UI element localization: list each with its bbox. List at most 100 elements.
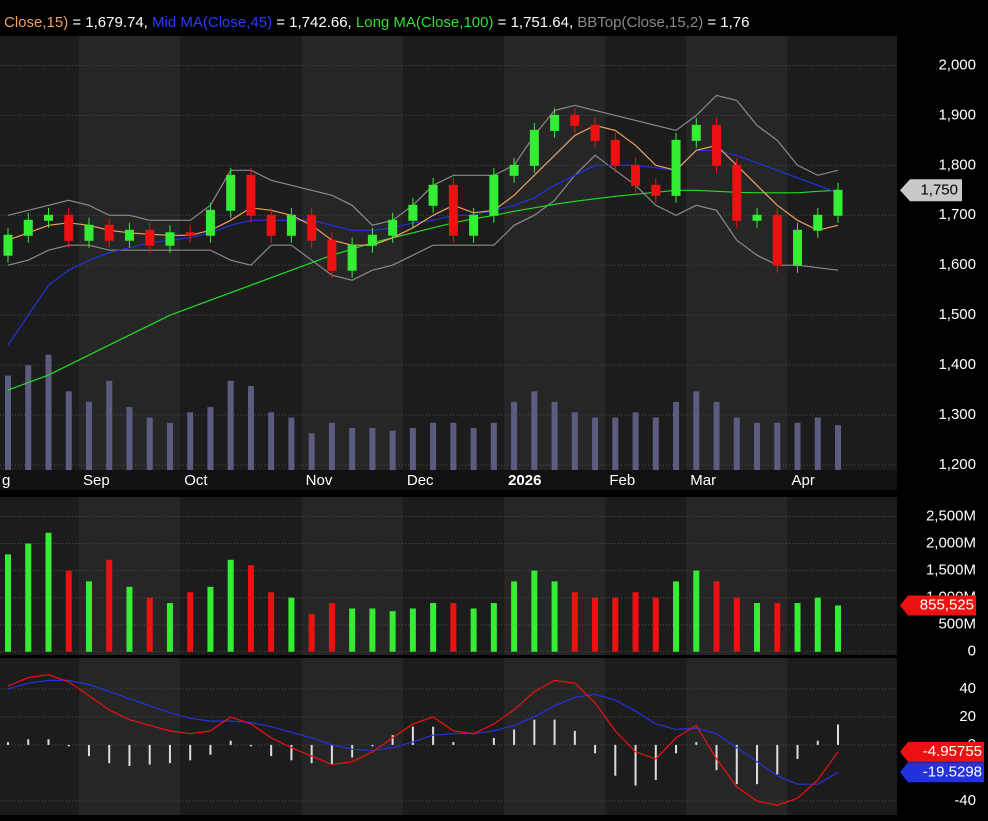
- volume-bar: [207, 586, 214, 652]
- histogram-bar: [371, 744, 374, 747]
- header-segment: Long MA(Close,100): [356, 14, 494, 31]
- histogram-bar: [108, 744, 111, 764]
- candle-body: [590, 124, 600, 141]
- volume-bar: [247, 565, 254, 652]
- y-tick-label: 1,600: [938, 256, 976, 273]
- volume-bar: [673, 581, 680, 652]
- volume-bar: [288, 597, 295, 652]
- candle-body: [712, 124, 722, 166]
- volume-overlay-bar: [673, 401, 680, 470]
- macd-line: [7, 679, 839, 785]
- volume-overlay-bar: [632, 412, 639, 470]
- header-segment: Close,15): [4, 14, 68, 31]
- histogram-bar: [189, 744, 192, 761]
- volume-overlay-bar: [25, 365, 32, 470]
- histogram-bar: [756, 744, 759, 785]
- volume-bar: [85, 581, 92, 652]
- x-tick-label: Feb: [609, 472, 635, 489]
- candle-body: [347, 244, 357, 271]
- histogram-bar: [310, 744, 313, 764]
- candle-body: [833, 189, 843, 216]
- y-tick-label: 1,500M: [926, 562, 976, 579]
- histogram-bar: [351, 744, 354, 758]
- last-value-box: [900, 762, 984, 783]
- volume-overlay-bar: [430, 422, 437, 470]
- volume-overlay-bar: [85, 401, 92, 470]
- x-tick-label: g: [2, 472, 10, 489]
- candle-body: [752, 214, 762, 221]
- y-tick-label: 1,400: [938, 356, 976, 373]
- histogram-bar: [695, 742, 698, 745]
- candle-body: [226, 174, 236, 211]
- candle-body: [367, 234, 377, 246]
- histogram-bar: [594, 744, 597, 754]
- volume-overlay-bar: [106, 380, 113, 470]
- y-tick-label: 1,700: [938, 206, 976, 223]
- volume-bar: [349, 608, 356, 652]
- y-tick-label: 2,500M: [926, 507, 976, 524]
- histogram-bar: [533, 719, 536, 745]
- y-tick-label: 1,500: [938, 306, 976, 323]
- candle-body: [448, 184, 458, 236]
- volume-bar: [227, 559, 234, 652]
- axis-strip: [0, 470, 897, 492]
- candle-body: [388, 219, 398, 236]
- volume-overlay-bar: [835, 425, 841, 470]
- x-tick-label: Apr: [792, 472, 815, 489]
- volume-bar: [632, 592, 639, 652]
- histogram-bar: [209, 744, 212, 755]
- candle-body: [631, 164, 641, 186]
- histogram-bar: [715, 744, 718, 771]
- histogram-bar: [290, 744, 293, 761]
- histogram-bar: [513, 729, 516, 745]
- candle-body: [266, 214, 276, 236]
- ma-line: [7, 94, 839, 226]
- volume-overlay-bar: [754, 422, 761, 470]
- volume-bar: [308, 613, 315, 652]
- y-tick-label: 0: [968, 643, 976, 660]
- candle-body: [165, 232, 175, 246]
- volume-bar: [814, 597, 821, 652]
- candle-body: [671, 139, 681, 196]
- candle-body: [43, 214, 53, 221]
- month-band: [686, 658, 788, 815]
- panel-separator: [0, 655, 897, 658]
- volume-bar: [146, 597, 153, 652]
- volume-bar: [612, 597, 619, 652]
- candle-body: [307, 214, 317, 241]
- volume-bar: [106, 559, 113, 652]
- volume-overlay-bar: [268, 412, 275, 470]
- volume-bar: [713, 581, 720, 652]
- y-tick-label: 2,000M: [926, 535, 976, 552]
- y-tick-label: 40: [959, 680, 976, 697]
- y-tick-label: 1,300: [938, 406, 976, 423]
- candle-body: [651, 184, 661, 196]
- candle-body: [286, 214, 296, 236]
- candle-body: [205, 209, 215, 236]
- candle-body: [509, 164, 519, 176]
- volume-bar: [652, 597, 659, 652]
- volume-bar: [754, 603, 761, 652]
- volume-overlay-bar: [349, 428, 356, 470]
- histogram-bar: [634, 744, 637, 786]
- last-volume-label: 855,525: [920, 596, 974, 613]
- last-price-label: 1,750: [920, 181, 958, 198]
- y-tick-label: 1,800: [938, 156, 976, 173]
- volume-bar: [693, 570, 700, 652]
- volume-overlay-bar: [166, 422, 173, 470]
- volume-overlay-bar: [389, 430, 396, 470]
- volume-overlay-bar: [814, 417, 821, 470]
- candle-body: [23, 219, 33, 236]
- header-segment: BBTop(Close,15,2): [577, 14, 703, 31]
- volume-overlay-bar: [592, 417, 599, 470]
- x-tick-label: Oct: [184, 472, 208, 489]
- header-segment: = 1,742.66,: [272, 14, 356, 31]
- candle-body: [813, 214, 823, 231]
- histogram-bar: [270, 744, 273, 757]
- candle-body: [570, 114, 580, 126]
- volume-overlay-bar: [490, 422, 497, 470]
- volume-overlay-bar: [5, 375, 11, 470]
- candle-body: [428, 184, 438, 206]
- volume-bar: [409, 608, 416, 652]
